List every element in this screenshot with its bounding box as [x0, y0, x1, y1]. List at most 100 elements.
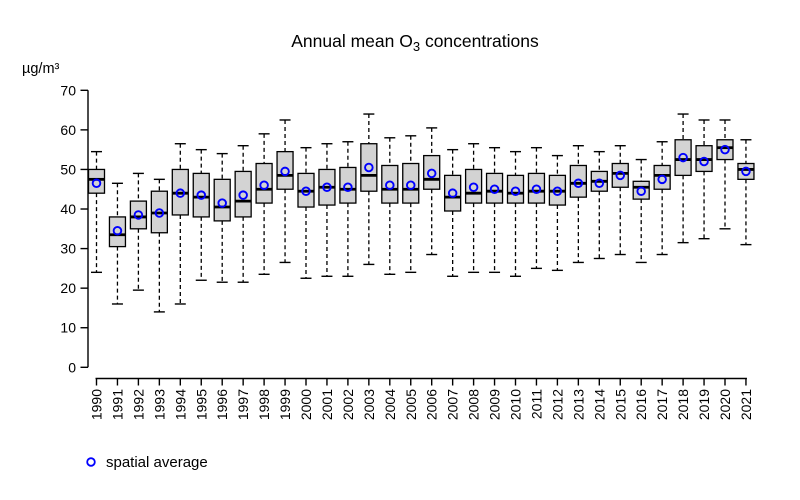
- spatial-average-marker: [531, 184, 542, 194]
- boxplot-2012: [548, 154, 567, 272]
- chart-title-text-suffix: concentrations: [420, 31, 539, 51]
- iqr-box: [402, 162, 420, 204]
- iqr-box: [737, 162, 755, 180]
- legend-spatial-average-marker-icon: [86, 457, 96, 467]
- boxplot-1996: [213, 152, 231, 283]
- legend: spatial average: [86, 454, 208, 471]
- spatial-average-marker: [594, 178, 605, 189]
- boxplot-2021: [737, 139, 755, 246]
- spatial-average-marker: [406, 180, 416, 191]
- boxplot-1990: [87, 150, 106, 274]
- y-axis-tick-label: 50: [60, 161, 76, 177]
- spatial-average-marker: [489, 184, 500, 194]
- spatial-average-marker: [301, 186, 311, 196]
- spatial-average-marker: [322, 182, 332, 192]
- boxplot-2016: [632, 158, 650, 264]
- boxplot-2015: [611, 144, 629, 256]
- boxplot-series: [87, 113, 755, 313]
- x-axis-tick-label: 2014: [591, 389, 607, 420]
- iqr-box: [423, 154, 441, 190]
- x-axis-tick-label: 2010: [508, 389, 524, 420]
- x-axis-tick-label: 2008: [466, 389, 482, 420]
- boxplot-2006: [423, 127, 441, 256]
- boxplot-2005: [402, 135, 420, 274]
- x-axis-tick-label: 1992: [130, 389, 146, 420]
- x-axis-tick-label: 1994: [172, 389, 188, 420]
- boxplot-1992: [129, 172, 148, 291]
- iqr-box: [653, 164, 671, 190]
- x-axis-tick-label: 2009: [487, 389, 503, 420]
- boxplot-1999: [276, 119, 294, 264]
- spatial-average-marker: [385, 180, 395, 191]
- iqr-box: [381, 164, 399, 204]
- iqr-box: [192, 172, 210, 218]
- chart-title: Annual mean O3 concentrations: [291, 31, 539, 54]
- spatial-average-marker: [657, 174, 667, 185]
- spatial-average-marker: [468, 182, 479, 192]
- spatial-average-marker: [343, 182, 353, 192]
- x-axis-tick-label: 2004: [382, 389, 398, 420]
- boxplot-2019: [695, 119, 713, 240]
- iqr-box: [255, 162, 273, 204]
- boxplot-2017: [653, 141, 671, 256]
- spatial-average-marker: [280, 166, 290, 177]
- iqr-box: [276, 150, 294, 190]
- boxplot-1993: [150, 178, 169, 313]
- x-axis-tick-label: 2012: [549, 389, 565, 420]
- x-axis-tick-label: 1993: [151, 389, 167, 420]
- spatial-average-marker: [678, 152, 688, 163]
- iqr-box: [129, 200, 148, 230]
- boxplot-2003: [360, 113, 378, 266]
- spatial-average-marker: [720, 144, 730, 155]
- spatial-average-marker: [196, 190, 206, 200]
- y-axis-tick-label: 0: [68, 359, 76, 375]
- boxplot-2010: [506, 150, 525, 277]
- boxplot-2001: [318, 143, 336, 277]
- iqr-box: [443, 174, 462, 212]
- boxplot-2004: [381, 137, 399, 276]
- spatial-average-marker: [510, 186, 521, 196]
- x-axis-tick-label: 2020: [717, 389, 733, 420]
- x-axis-tick-label: 1990: [89, 389, 105, 420]
- x-axis-tick-label: 2017: [654, 389, 670, 420]
- boxplot-2018: [674, 113, 692, 244]
- y-axis-tick-label: 40: [60, 201, 76, 217]
- spatial-average-marker: [447, 188, 458, 198]
- x-axis-tick-label: 1999: [277, 389, 293, 420]
- chart-title-subscript: 3: [413, 39, 420, 54]
- iqr-box: [464, 168, 483, 204]
- boxplot-1998: [255, 133, 273, 276]
- boxplot-1994: [171, 143, 189, 305]
- spatial-average-marker: [133, 210, 144, 220]
- spatial-average-marker: [175, 188, 186, 198]
- x-axis-tick-label: 2019: [696, 389, 712, 420]
- iqr-box: [569, 164, 587, 198]
- x-axis-tick-label: 2001: [319, 389, 335, 420]
- boxplot-1991: [108, 182, 127, 305]
- iqr-box: [506, 174, 525, 204]
- x-axis-tick-label: 1998: [256, 389, 272, 420]
- x-axis-tick-label: 2003: [361, 389, 377, 420]
- iqr-box: [527, 172, 546, 204]
- x-axis-tick-label: 2005: [403, 389, 419, 420]
- spatial-average-marker: [741, 166, 751, 177]
- spatial-average-marker: [91, 178, 102, 189]
- iqr-box: [632, 180, 650, 200]
- spatial-average-marker: [636, 186, 646, 196]
- x-axis-tick-label: 2021: [738, 389, 754, 420]
- boxplot-2013: [569, 144, 587, 264]
- iqr-box: [87, 168, 106, 194]
- spatial-average-marker: [238, 190, 248, 200]
- iqr-box: [674, 139, 692, 177]
- x-axis-tick-label: 2006: [424, 389, 440, 420]
- spatial-average-marker: [573, 178, 584, 189]
- boxplot-1995: [192, 148, 210, 281]
- x-axis-tick-label: 1991: [109, 389, 125, 420]
- y-axis: 0 10 20 30 40 50 60 70: [60, 82, 89, 375]
- iqr-box: [234, 170, 252, 218]
- boxplot-2011: [527, 146, 546, 270]
- boxplot-2002: [339, 141, 357, 277]
- iqr-box: [108, 216, 127, 248]
- boxplot-2020: [716, 119, 734, 230]
